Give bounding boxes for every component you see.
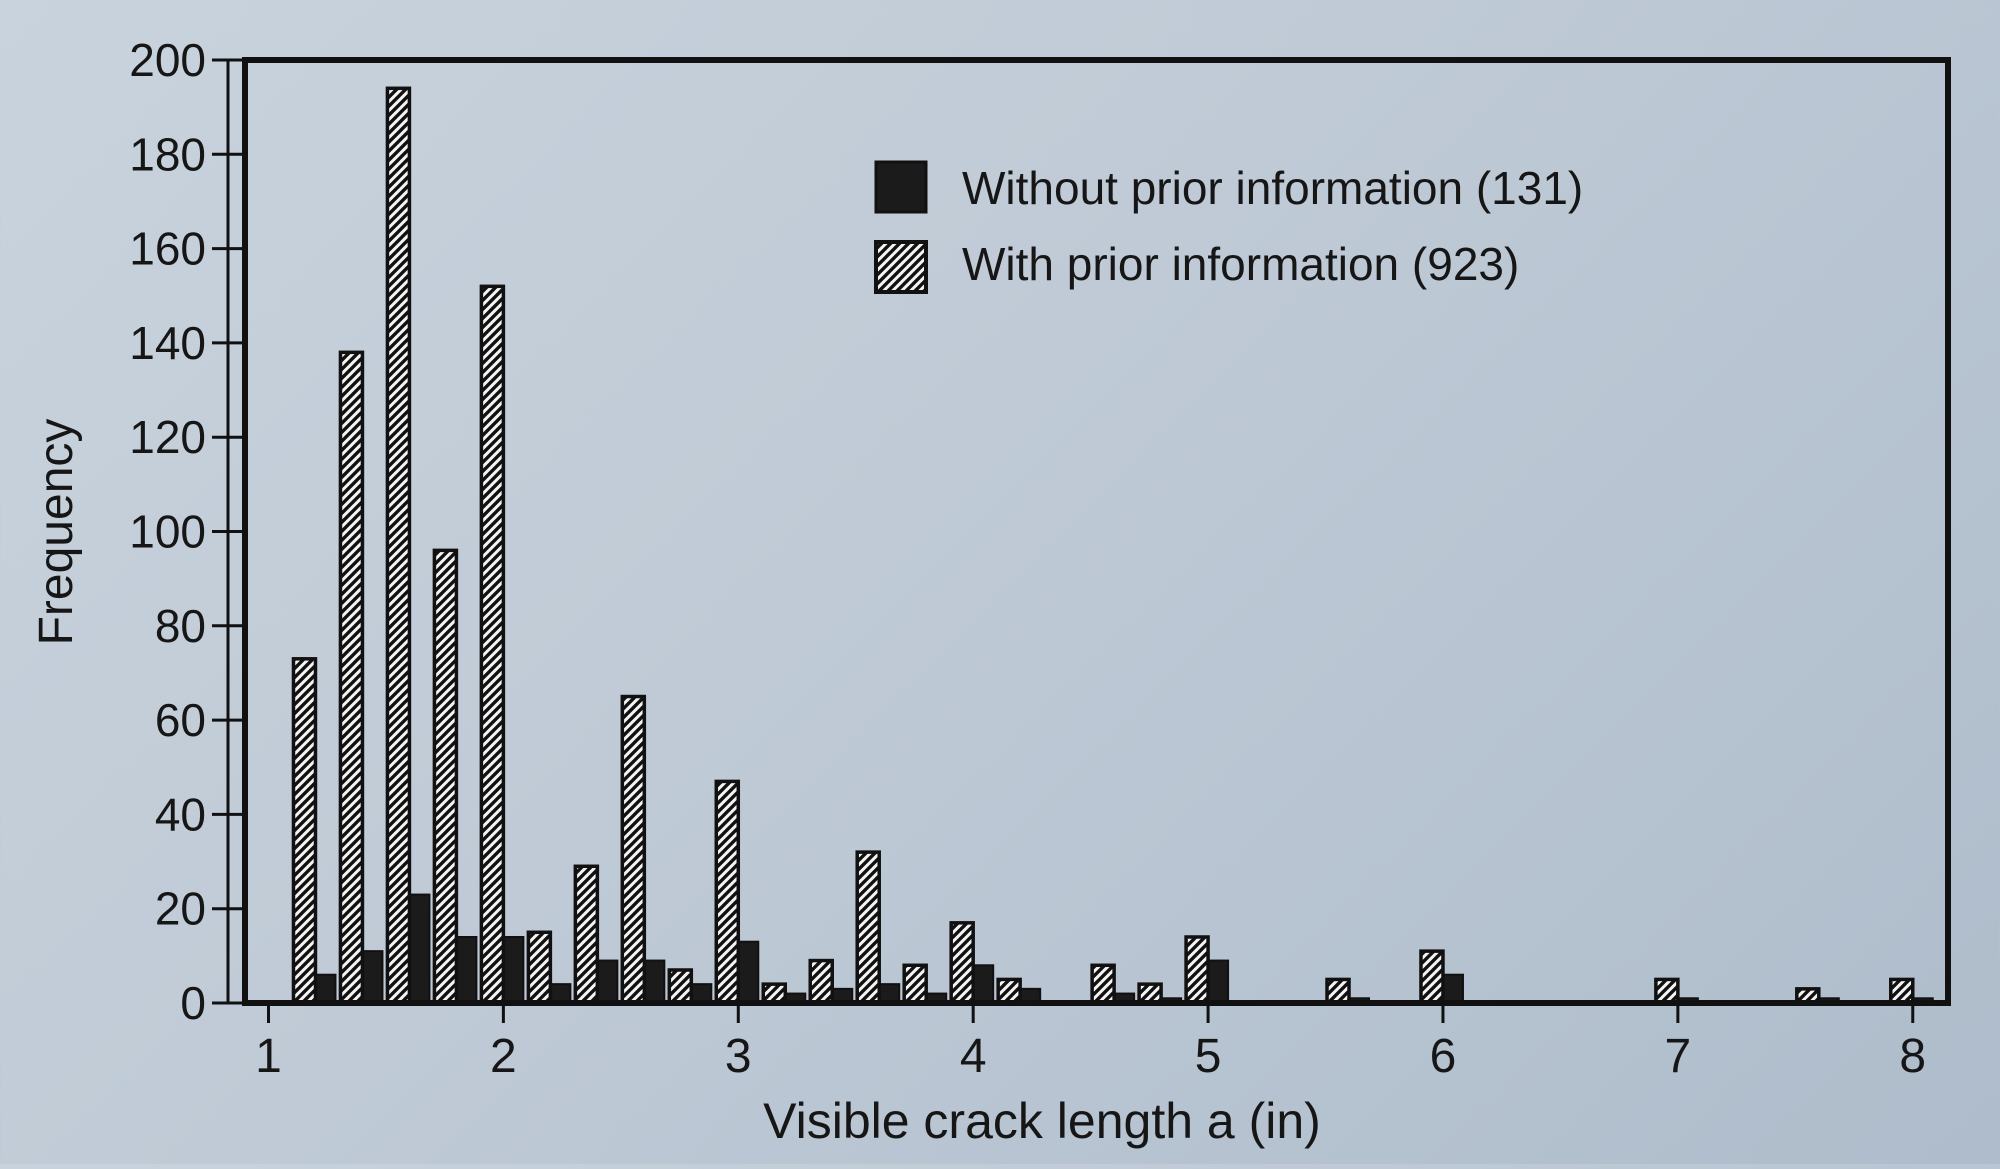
legend: Without prior information (131) With pri…	[874, 160, 1583, 294]
y-tick-label: 160	[129, 223, 206, 275]
bar-with-prior-information	[1184, 935, 1210, 1005]
y-axis-ticks: 0 20 40 60 80 100 120 140 160 180 200	[129, 34, 245, 1029]
bar-with-prior-information	[1419, 949, 1445, 1005]
bar-with-prior-information	[1654, 977, 1680, 1005]
y-tick-label: 20	[155, 883, 206, 935]
bar-with-prior-information	[385, 86, 412, 1005]
legend-label-without-prior: Without prior information (131)	[962, 162, 1583, 214]
x-tick-label: 6	[1430, 1030, 1457, 1083]
bar-with-prior-information	[432, 548, 459, 1005]
x-tick-label: 4	[960, 1030, 987, 1083]
x-axis-title: Visible crack length a (in)	[763, 1093, 1321, 1149]
bar-with-prior-information	[1889, 977, 1915, 1005]
y-tick-label: 200	[129, 34, 206, 86]
x-tick-label: 3	[725, 1030, 752, 1083]
bar-with-prior-information	[902, 963, 928, 1005]
y-tick-label: 40	[155, 788, 206, 840]
x-tick-label: 2	[490, 1030, 517, 1083]
y-tick-label: 180	[129, 128, 206, 180]
y-tick-label: 0	[180, 977, 206, 1029]
x-axis-ticks: 1 2 3 4 5 6 7 8	[255, 1003, 1926, 1083]
bar-with-prior-information	[667, 968, 694, 1005]
y-tick-label: 140	[129, 317, 206, 369]
y-tick-label: 80	[155, 600, 206, 652]
bar-with-prior-information	[573, 864, 600, 1005]
bar-with-prior-information	[1090, 963, 1116, 1005]
y-axis-title: Frequency	[30, 419, 83, 646]
legend-label-with-prior: With prior information (923)	[962, 238, 1519, 290]
bar-with-prior-information	[338, 350, 365, 1005]
x-tick-label: 7	[1665, 1030, 1692, 1083]
bar-with-prior-information	[479, 284, 506, 1005]
legend-swatch-solid	[874, 160, 928, 214]
bar-with-prior-information	[1325, 977, 1351, 1005]
y-tick-label: 60	[155, 694, 206, 746]
y-tick-label: 100	[129, 506, 206, 558]
bar-with-prior-information	[291, 657, 318, 1005]
bar-with-prior-information	[620, 694, 647, 1005]
bar-with-prior-information	[855, 850, 881, 1005]
y-tick-label: 120	[129, 411, 206, 463]
x-tick-label: 5	[1195, 1030, 1222, 1083]
bar-with-prior-information	[996, 977, 1022, 1005]
bar-with-prior-information	[526, 930, 553, 1005]
bar-group	[291, 86, 1934, 1005]
bar-with-prior-information	[714, 779, 741, 1005]
bar-with-prior-information	[949, 921, 975, 1005]
x-tick-label: 1	[255, 1030, 282, 1083]
bar-with-prior-information	[808, 958, 834, 1005]
legend-swatch-hatched	[874, 240, 928, 294]
x-tick-label: 8	[1899, 1030, 1926, 1083]
